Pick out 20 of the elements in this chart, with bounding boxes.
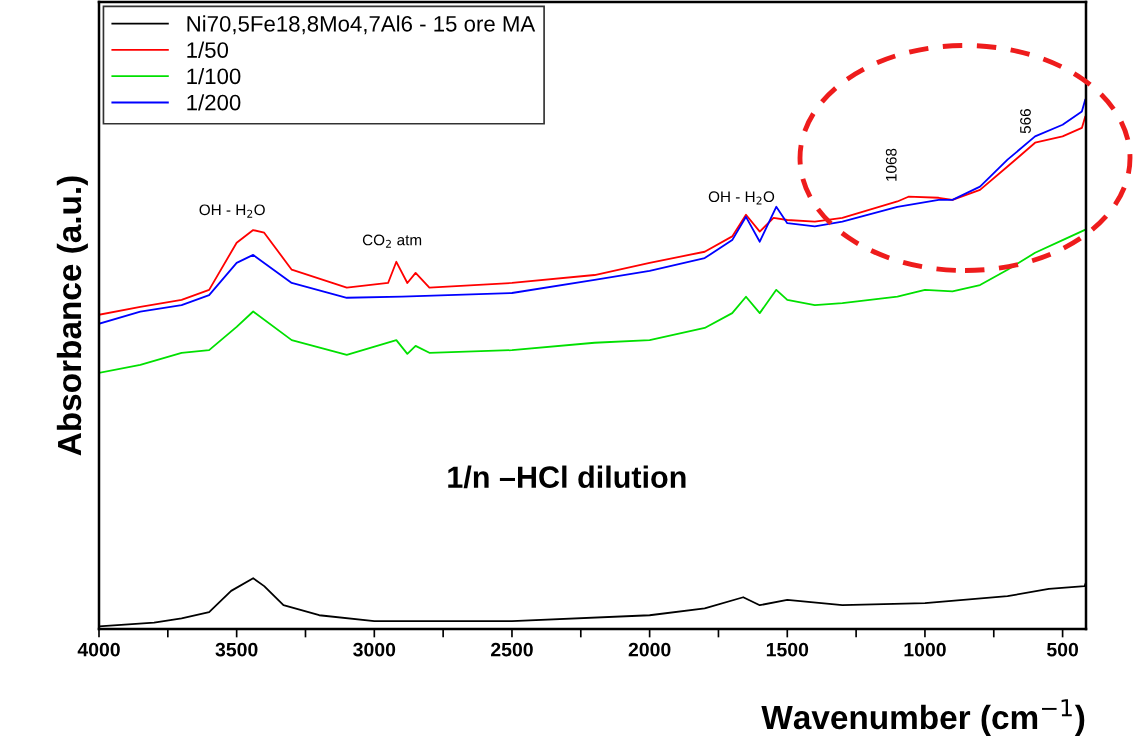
legend-label: 1/50: [187, 41, 229, 58]
x-tick-label: 3500: [215, 642, 258, 657]
annotation: 1/n –HCl dilution: [448, 465, 686, 489]
annotation: 1068: [885, 148, 897, 181]
x-tick-label: 500: [1046, 642, 1079, 657]
annotation: OH - H$_{2}$O: [708, 191, 775, 205]
x-axis-title: Wavenumber (cm$^{−1}$): [761, 699, 1085, 736]
x-tick-label: 4000: [77, 642, 120, 657]
x-tick-label: 3000: [353, 642, 396, 657]
x-tick-label: 1500: [766, 642, 809, 657]
annotation: 566: [1020, 109, 1031, 134]
legend-label: Ni70,5Fe18,8Mo4,7Al6 - 15 ore MA: [187, 15, 536, 35]
y-axis-title: Absorbance (a.u.): [56, 176, 88, 456]
x-tick-label: 2500: [491, 642, 533, 657]
legend-label: 1/200: [187, 94, 241, 111]
annotation: OH - H$_{2}$O: [199, 204, 265, 218]
x-tick-label: 2000: [628, 642, 671, 657]
x-tick-label: 1000: [904, 642, 946, 657]
annotation: CO$_{2}$ atm: [362, 234, 422, 248]
legend-label: 1/100: [187, 67, 241, 85]
